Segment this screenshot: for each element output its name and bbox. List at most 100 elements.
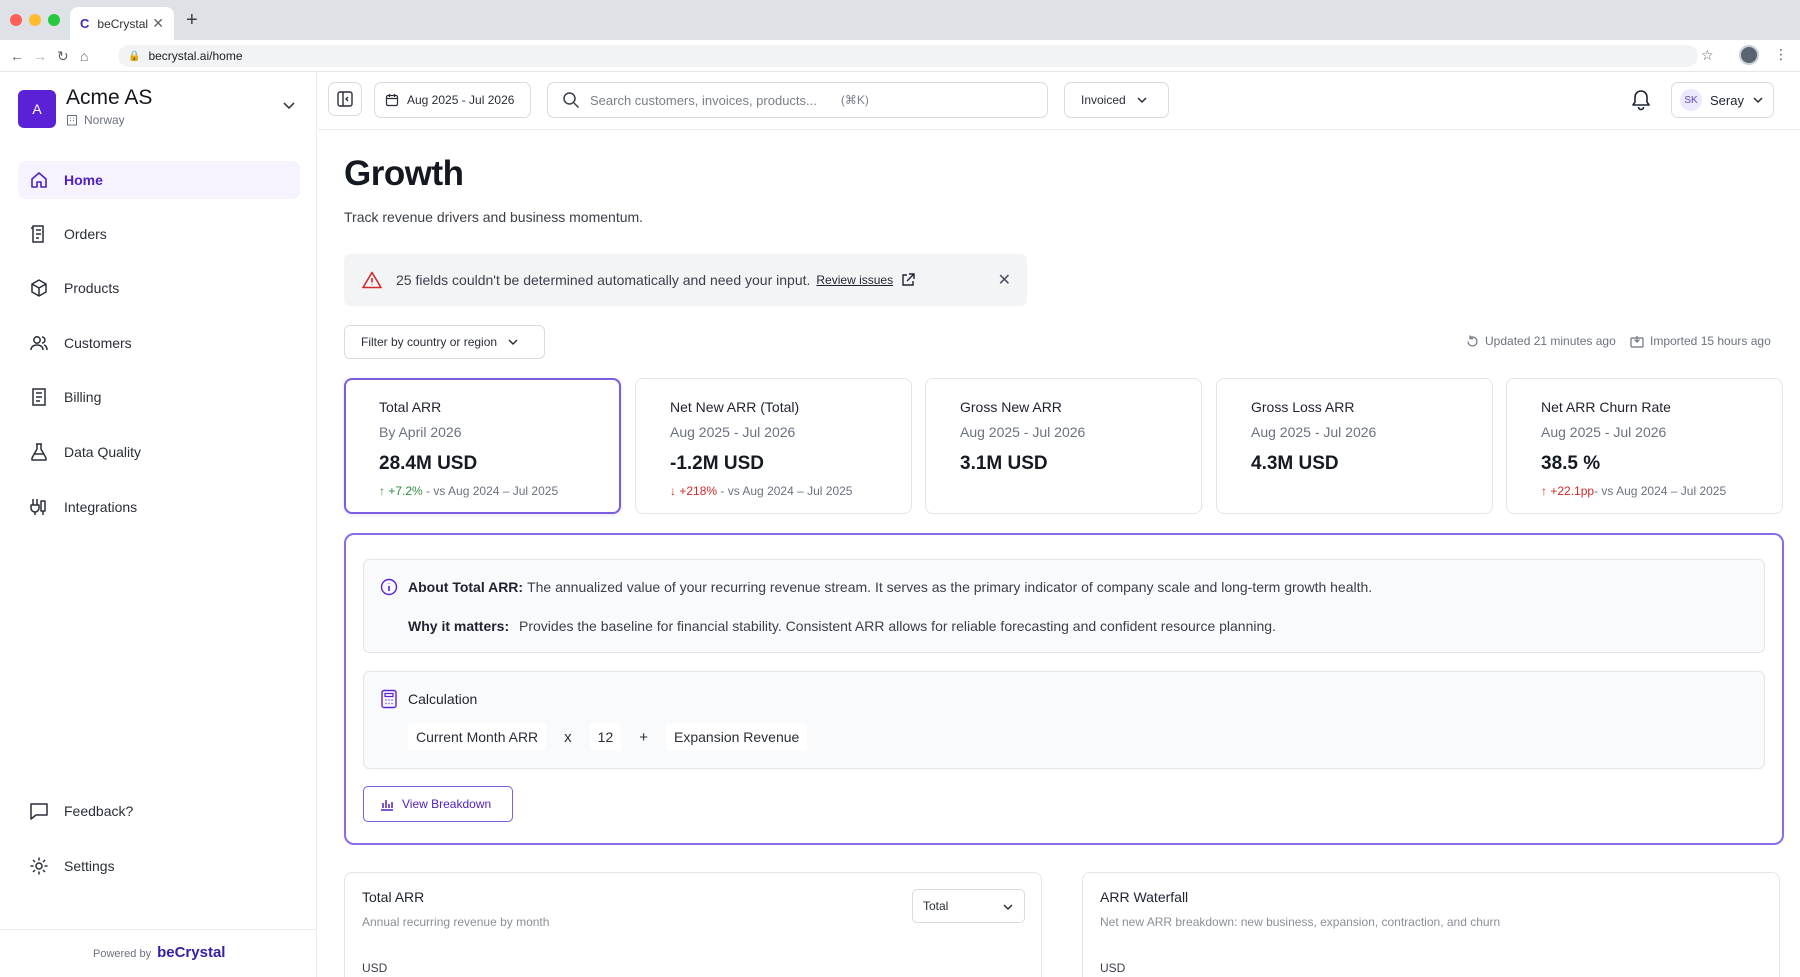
- warning-icon: [362, 271, 382, 289]
- imported-label: Imported 15 hours ago: [1650, 334, 1771, 348]
- import-icon: [1630, 335, 1644, 348]
- chevron-down-icon: [1753, 97, 1763, 104]
- formula-term: Current Month ARR: [408, 723, 547, 751]
- page-title: Growth: [344, 154, 464, 193]
- kpi-value: 3.1M USD: [960, 453, 1048, 474]
- country-filter-dropdown[interactable]: Filter by country or region: [344, 325, 545, 359]
- home-browser-icon[interactable]: ⌂: [80, 48, 89, 64]
- kpi-period: Aug 2025 - Jul 2026: [960, 424, 1086, 440]
- chart-mode-value: Total: [923, 899, 949, 913]
- minimize-window-button[interactable]: [29, 14, 41, 26]
- filter-label: Filter by country or region: [361, 335, 498, 349]
- sidebar-item-customers[interactable]: Customers: [18, 324, 300, 362]
- close-icon[interactable]: ✕: [997, 272, 1011, 289]
- bookmark-star-icon[interactable]: ☆: [1701, 47, 1714, 63]
- chevron-down-icon: [1137, 97, 1147, 104]
- kpi-value: 28.4M USD: [379, 453, 478, 474]
- kpi-compare: - vs Aug 2024 – Jul 2025: [1594, 484, 1727, 498]
- external-link-icon[interactable]: [901, 273, 915, 287]
- divider: [0, 929, 317, 930]
- updated-status: Updated 21 minutes ago: [1466, 334, 1616, 348]
- kpi-period: By April 2026: [379, 424, 462, 440]
- about-text: The annualized value of your recurring r…: [527, 579, 1373, 595]
- bell-icon[interactable]: [1630, 88, 1652, 112]
- search-placeholder: Search customers, invoices, products...: [590, 92, 817, 108]
- address-bar-row: ← → ↻ ⌂ 🔒 becrystal.ai/home ☆: [0, 40, 1800, 72]
- sidebar-item-orders[interactable]: Orders: [18, 215, 300, 253]
- why-label: Why it matters:: [408, 618, 510, 634]
- chart-title: ARR Waterfall: [1100, 889, 1189, 905]
- kpi-card-total-arr[interactable]: Total ARR By April 2026 28.4M USD ↑ +7.2…: [344, 378, 621, 514]
- powered-by: Powered by beCrystal: [93, 944, 225, 961]
- arrow-up-icon: ↑: [1541, 484, 1551, 498]
- url-field[interactable]: 🔒 becrystal.ai/home: [118, 45, 1698, 67]
- kpi-compare: - vs Aug 2024 – Jul 2025: [422, 484, 559, 498]
- chart-mode-select[interactable]: Total: [912, 889, 1025, 923]
- kpi-title: Net New ARR (Total): [670, 399, 800, 415]
- invoiced-dropdown[interactable]: Invoiced: [1064, 82, 1169, 118]
- top-bar: Aug 2025 - Jul 2026 Search customers, in…: [318, 72, 1800, 130]
- kpi-title: Gross New ARR: [960, 399, 1062, 415]
- box-icon: [28, 277, 50, 299]
- sidebar-item-label: Home: [64, 172, 103, 188]
- kpi-card-gross-loss-arr[interactable]: Gross Loss ARR Aug 2025 - Jul 2026 4.3M …: [1216, 378, 1493, 514]
- sidebar-item-data-quality[interactable]: Data Quality: [18, 433, 300, 471]
- chart-subtitle: Net new ARR breakdown: new business, exp…: [1100, 915, 1501, 929]
- refresh-icon: [1467, 335, 1478, 347]
- brand-logo[interactable]: beCrystal: [157, 944, 226, 961]
- formula-operator: x: [564, 728, 572, 746]
- why-text: Provides the baseline for financial stab…: [519, 618, 1276, 634]
- chart-unit: USD: [362, 961, 388, 975]
- sidebar-item-integrations[interactable]: Integrations: [18, 488, 300, 526]
- kpi-delta-value: +218%: [679, 484, 718, 498]
- browser-tab[interactable]: C beCrystal ✕: [70, 7, 174, 40]
- kpi-card-net-arr-churn-rate[interactable]: Net ARR Churn Rate Aug 2025 - Jul 2026 3…: [1506, 378, 1783, 514]
- back-icon[interactable]: ←: [10, 48, 24, 64]
- calendar-icon: [385, 94, 399, 107]
- collapse-sidebar-button[interactable]: [328, 82, 362, 116]
- kpi-period: Aug 2025 - Jul 2026: [1251, 424, 1377, 440]
- bar-chart-icon: [381, 800, 393, 811]
- chevron-down-icon: [1003, 904, 1013, 911]
- reload-icon[interactable]: ↻: [57, 48, 69, 64]
- user-menu-button[interactable]: SK Seray: [1671, 82, 1774, 118]
- kpi-card-gross-new-arr[interactable]: Gross New ARR Aug 2025 - Jul 2026 3.1M U…: [925, 378, 1202, 514]
- sidebar: A Acme AS Norway Home Orders Products Cu…: [0, 72, 317, 977]
- sidebar-item-home[interactable]: Home: [18, 161, 300, 199]
- kpi-period: Aug 2025 - Jul 2026: [670, 424, 796, 440]
- date-range-button[interactable]: Aug 2025 - Jul 2026: [374, 82, 531, 118]
- kpi-value: -1.2M USD: [670, 453, 764, 474]
- about-line: About Total ARR: The annualized value of…: [380, 578, 1372, 596]
- sidebar-item-feedback[interactable]: Feedback?: [18, 792, 300, 830]
- arrow-up-icon: ↑: [379, 484, 389, 498]
- forward-icon[interactable]: →: [33, 48, 47, 64]
- kpi-delta: ↑ +7.2% - vs Aug 2024 – Jul 2025: [379, 484, 619, 498]
- review-issues-link[interactable]: Review issues: [816, 273, 894, 287]
- sidebar-item-products[interactable]: Products: [18, 269, 300, 307]
- new-tab-icon[interactable]: +: [186, 9, 198, 31]
- sidebar-item-label: Settings: [64, 858, 115, 874]
- imported-status: Imported 15 hours ago: [1630, 334, 1771, 348]
- search-input[interactable]: Search customers, invoices, products... …: [547, 82, 1048, 118]
- view-breakdown-button[interactable]: View Breakdown: [363, 786, 513, 822]
- kpi-card-net-new-arr[interactable]: Net New ARR (Total) Aug 2025 - Jul 2026 …: [635, 378, 912, 514]
- kpi-compare: - vs Aug 2024 – Jul 2025: [717, 484, 853, 498]
- kpi-delta-value: +22.1pp: [1550, 484, 1595, 498]
- close-window-button[interactable]: [10, 14, 22, 26]
- browser-profile-avatar[interactable]: [1739, 45, 1759, 65]
- org-switcher-chevron-icon[interactable]: [282, 98, 296, 112]
- kpi-title: Net ARR Churn Rate: [1541, 399, 1671, 415]
- kpi-delta: ↓ +218% - vs Aug 2024 – Jul 2025: [670, 484, 911, 498]
- user-name: Seray: [1710, 92, 1744, 108]
- about-label: About Total ARR:: [408, 579, 524, 595]
- kpi-period: Aug 2025 - Jul 2026: [1541, 424, 1667, 440]
- kpi-delta-value: +7.2%: [388, 484, 423, 498]
- kpi-title: Gross Loss ARR: [1251, 399, 1355, 415]
- tab-close-icon[interactable]: ✕: [152, 15, 164, 31]
- sidebar-item-billing[interactable]: Billing: [18, 378, 300, 416]
- sidebar-item-settings[interactable]: Settings: [18, 847, 300, 885]
- search-shortcut: (⌘K): [840, 93, 869, 107]
- browser-menu-icon[interactable]: ⋮: [1774, 46, 1788, 62]
- sidebar-item-label: Products: [64, 280, 120, 296]
- maximize-window-button[interactable]: [48, 14, 60, 26]
